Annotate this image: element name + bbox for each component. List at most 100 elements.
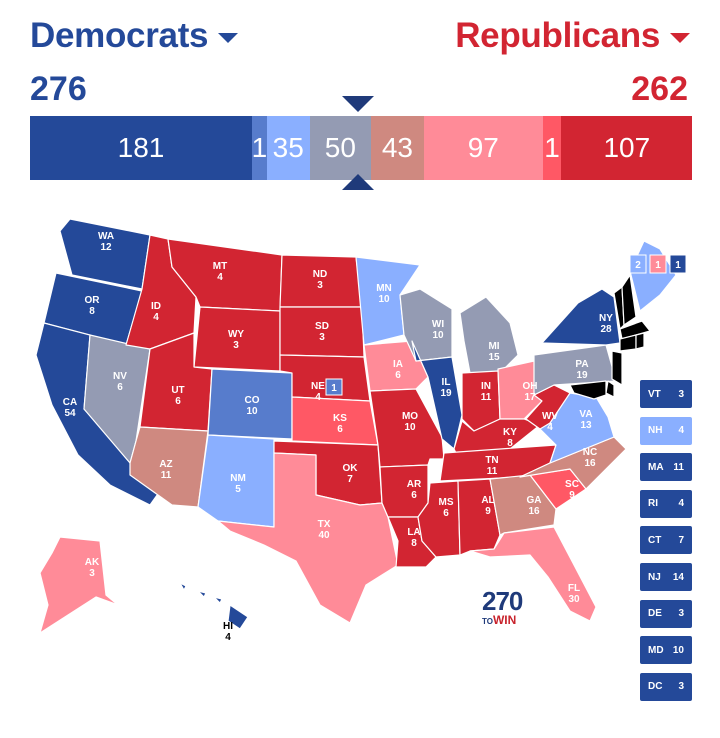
state-label-id: ID (151, 301, 161, 312)
small-state-abbr: RI (648, 498, 658, 510)
small-state-ev: 3 (678, 388, 684, 400)
state-md[interactable] (569, 380, 607, 400)
small-state-ev: 4 (678, 425, 684, 437)
state-label-ok: OK (343, 463, 359, 474)
state-label-ne: NE (311, 381, 325, 392)
state-wa[interactable] (59, 218, 151, 290)
state-ev-sd: 3 (319, 332, 325, 343)
small-state-abbr: NJ (648, 571, 661, 583)
bar-segment-lean-dem: 35 (266, 116, 310, 180)
state-ev-ak: 3 (89, 568, 95, 579)
state-fl[interactable] (469, 526, 597, 622)
state-ev-ne: 4 (315, 392, 321, 403)
state-tx[interactable] (217, 452, 399, 624)
state-label-wy: WY (228, 329, 244, 340)
small-state-nh[interactable]: NH 4 (640, 416, 692, 445)
state-ev-il: 19 (440, 388, 452, 399)
state-label-ks: KS (333, 413, 347, 424)
small-state-ri[interactable]: RI 4 (640, 489, 692, 518)
state-ev-az: 11 (161, 470, 172, 481)
state-ny[interactable] (541, 288, 621, 346)
bar-segment-label: 97 (467, 132, 499, 163)
small-state-ev: 3 (678, 608, 684, 620)
state-nj[interactable] (611, 350, 623, 386)
state-ev-ks: 6 (337, 424, 343, 435)
state-label-in: IN (481, 381, 491, 392)
state-label-ky: KY (503, 427, 517, 438)
state-nh[interactable] (621, 274, 637, 326)
state-ev-or: 8 (89, 306, 95, 317)
small-state-nj[interactable]: NJ 14 (640, 563, 692, 591)
small-state-ct[interactable]: CT 7 (640, 526, 692, 555)
state-ri[interactable] (635, 332, 645, 350)
state-il[interactable] (411, 340, 463, 450)
state-label-hi: HI (223, 621, 233, 632)
small-state-md[interactable]: MD 10 (640, 636, 692, 665)
small-state-de[interactable]: DE 3 (640, 599, 692, 628)
maine-district-box[interactable] (669, 254, 687, 274)
state-hi[interactable] (179, 582, 249, 630)
bar-segment-label: 1 (544, 132, 560, 163)
bar-segment-label: 50 (324, 132, 356, 163)
maine-district-label: 2 (635, 260, 641, 271)
caret-down-icon (218, 33, 239, 43)
democrats-total: 276 (30, 70, 87, 108)
state-label-pa: PA (575, 359, 588, 370)
state-ev-in: 11 (481, 392, 492, 403)
small-state-abbr: MA (648, 461, 664, 473)
state-ev-va: 13 (580, 420, 592, 431)
state-ma[interactable] (619, 320, 651, 340)
small-state-abbr: DE (648, 608, 662, 620)
state-me[interactable] (629, 240, 677, 312)
state-label-tn: TN (485, 455, 498, 466)
state-mo[interactable] (369, 388, 445, 468)
state-ev-ny: 28 (600, 324, 612, 335)
small-state-vt[interactable]: VT 3 (640, 380, 692, 408)
state-ne[interactable] (279, 354, 371, 402)
maine-district-label: 1 (655, 260, 661, 271)
state-ar[interactable] (379, 464, 429, 518)
state-label-la: LA (407, 527, 420, 538)
state-label-ga: GA (527, 495, 542, 506)
small-state-ma[interactable]: MA 11 (640, 453, 692, 482)
state-ev-mt: 4 (217, 272, 223, 283)
state-ak[interactable] (39, 536, 119, 634)
state-ev-oh: 17 (524, 392, 536, 403)
logo-to: TO (482, 617, 493, 626)
state-mi[interactable] (459, 296, 519, 374)
state-label-tx: TX (318, 519, 331, 530)
state-label-sc: SC (565, 479, 579, 490)
state-ev-sc: 9 (569, 490, 575, 501)
state-ev-wi: 10 (432, 330, 444, 341)
logo-win: WIN (492, 613, 517, 627)
maine-district-box[interactable] (649, 254, 667, 274)
state-label-mn: MN (376, 283, 392, 294)
state-ev-nd: 3 (317, 280, 323, 291)
state-ev-mn: 10 (378, 294, 390, 305)
state-label-nc: NC (583, 447, 597, 458)
democrats-dropdown[interactable]: Democrats (30, 16, 239, 56)
state-oh[interactable] (497, 360, 543, 420)
small-state-dc[interactable]: DC 3 (640, 672, 692, 701)
state-ev-nv: 6 (117, 382, 123, 393)
state-ev-la: 8 (411, 538, 417, 549)
maine-district-box[interactable] (629, 254, 647, 274)
nebraska-district-box[interactable] (325, 378, 343, 396)
state-ev-mi: 15 (488, 352, 500, 363)
state-de[interactable] (605, 380, 615, 398)
republicans-dropdown[interactable]: Republicans (455, 16, 690, 56)
state-wv[interactable] (525, 384, 571, 430)
state-label-ar: AR (407, 479, 422, 490)
state-ev-ut: 6 (175, 396, 181, 407)
state-ev-tn: 11 (487, 466, 498, 477)
state-nc[interactable] (519, 436, 627, 490)
state-label-or: OR (85, 295, 101, 306)
270towin-logo: 270 TOWIN (482, 588, 523, 628)
small-state-abbr: DC (648, 681, 663, 693)
bar-segment-label: 43 (381, 132, 413, 163)
small-state-ev: 11 (673, 461, 684, 473)
maine-district-label: 1 (675, 260, 681, 271)
state-ev-fl: 30 (568, 594, 580, 605)
bar-segment-label: 1 (252, 132, 267, 163)
state-ev-ia: 6 (395, 370, 401, 381)
